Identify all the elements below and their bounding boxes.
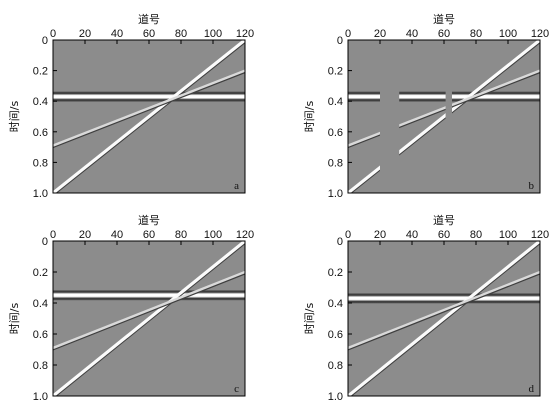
x-tick-label: 80 [175,229,187,241]
y-tick-label: 0.2 [328,267,343,279]
x-tick-label: 40 [111,229,123,241]
x-tick-label: 80 [175,28,187,40]
x-tick-label: 0 [50,229,56,241]
x-tick-label: 20 [374,229,386,241]
y-axis-title: 时间/s [303,303,316,335]
panel-label: b [529,180,535,192]
panel-label: a [234,180,239,192]
event-steep [53,241,245,396]
x-tick-label: 0 [345,28,351,40]
plot-area [53,40,245,193]
y-tick-label: 0.8 [328,157,343,169]
panel-label: d [529,383,535,395]
event-shallow-shadow [53,272,245,351]
x-tick-label: 60 [143,28,155,40]
x-tick-label: 60 [438,28,450,40]
x-tick-label: 100 [499,28,517,40]
x-axis-title: 道号 [433,12,455,26]
plot-area [348,40,540,193]
event-horizontal [348,293,540,304]
plot-area [53,241,245,396]
missing-traces-gap [380,40,400,193]
y-tick-label: 1.0 [328,188,343,200]
x-tick-label: 100 [204,28,222,40]
event-shallow-shadow [348,272,540,351]
x-tick-label: 120 [531,229,549,241]
x-axis-title: 道号 [138,12,160,26]
y-tick-label: 1.0 [33,188,48,200]
y-tick-label: 0.8 [33,157,48,169]
event-horizontal [53,290,245,301]
x-tick-label: 20 [79,229,91,241]
event-steep [348,241,540,396]
event-shallow [348,270,540,350]
y-tick-label: 0.4 [33,298,48,310]
missing-traces-gap [445,40,452,193]
x-tick-label: 20 [79,28,91,40]
x-tick-label: 120 [236,28,254,40]
y-axis-title: 时间/s [8,101,21,133]
x-tick-label: 60 [143,229,155,241]
plot-area [348,241,540,396]
x-tick-label: 0 [50,28,56,40]
y-tick-label: 0.6 [328,127,343,139]
y-tick-label: 0.6 [328,329,343,341]
x-axis-title: 道号 [433,213,455,227]
x-tick-label: 60 [438,229,450,241]
y-tick-label: 0.8 [328,360,343,372]
y-tick-label: 0.8 [33,360,48,372]
y-tick-label: 1.0 [33,391,48,403]
y-tick-label: 0.2 [33,66,48,78]
y-tick-label: 0 [337,236,343,248]
y-tick-label: 0 [42,35,48,47]
x-tick-label: 40 [406,28,418,40]
event-horizontal [53,91,245,102]
event-steep [53,40,245,193]
y-tick-label: 0.6 [33,329,48,341]
y-tick-label: 0.2 [33,267,48,279]
panel-label: c [234,383,239,395]
y-tick-label: 0 [42,236,48,248]
y-tick-label: 0.4 [328,96,343,108]
x-tick-label: 40 [111,28,123,40]
x-axis-title: 道号 [138,213,160,227]
event-shallow [53,69,245,147]
x-tick-label: 40 [406,229,418,241]
x-tick-label: 80 [470,229,482,241]
x-tick-label: 120 [531,28,549,40]
event-shallow-shadow [53,70,245,148]
event-horizontal [348,91,540,102]
x-tick-label: 0 [345,229,351,241]
y-tick-label: 0.6 [33,127,48,139]
y-tick-label: 0.2 [328,66,343,78]
x-tick-label: 80 [470,28,482,40]
x-tick-label: 20 [374,28,386,40]
y-tick-label: 0.4 [33,96,48,108]
y-axis-title: 时间/s [8,303,21,335]
y-tick-label: 1.0 [328,391,343,403]
x-tick-label: 120 [236,229,254,241]
x-tick-label: 100 [499,229,517,241]
y-tick-label: 0 [337,35,343,47]
event-shallow [53,270,245,350]
y-axis-title: 时间/s [303,101,316,133]
y-tick-label: 0.4 [328,298,343,310]
x-tick-label: 100 [204,229,222,241]
